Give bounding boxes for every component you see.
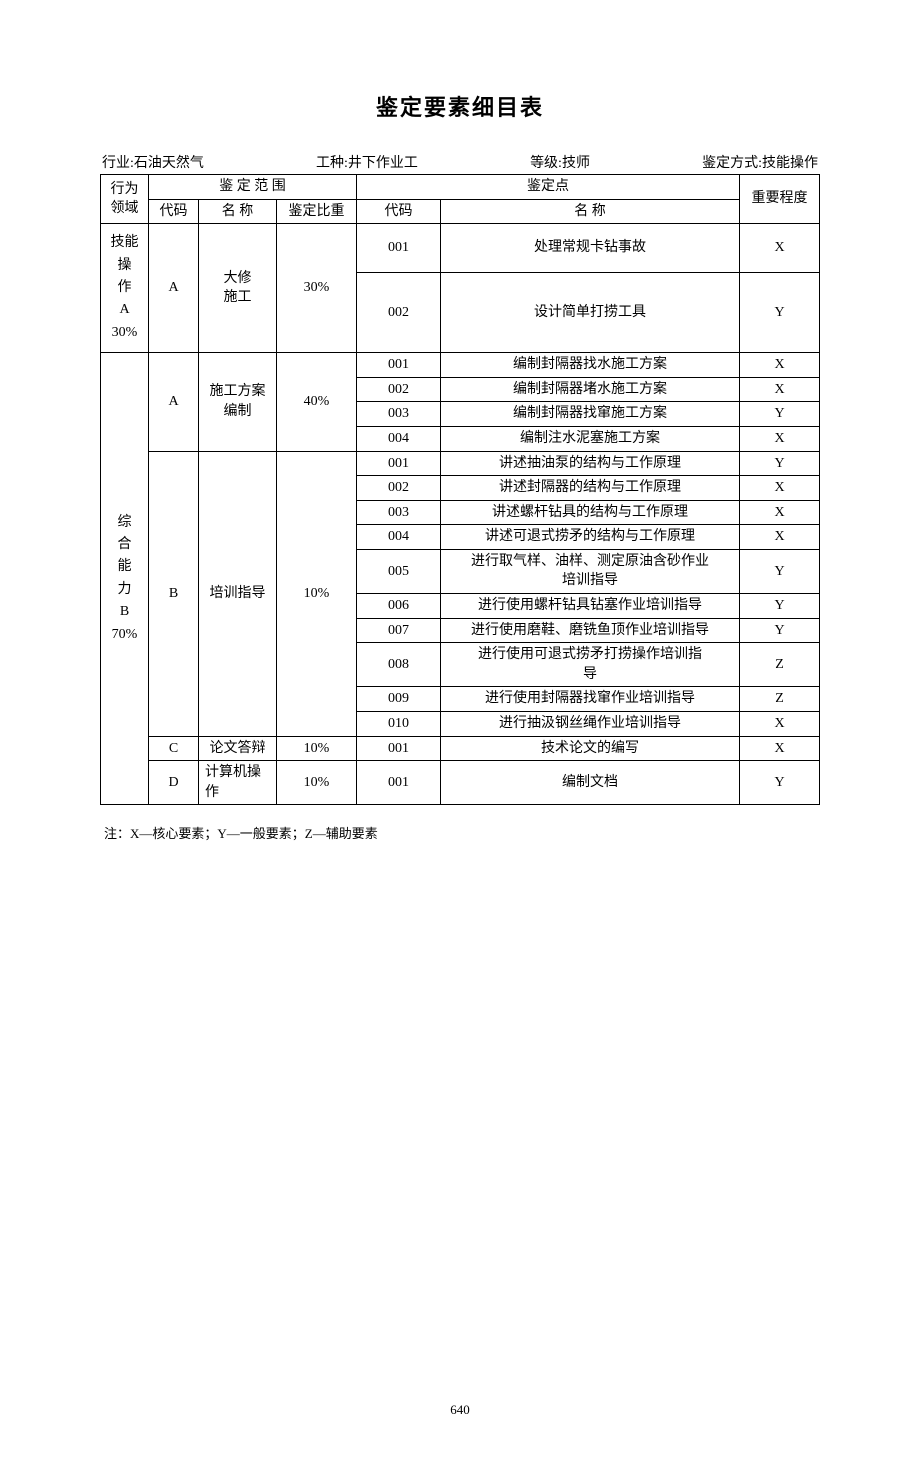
table-row: B 培训指导 10% 001 讲述抽油泵的结构与工作原理 Y bbox=[101, 451, 820, 476]
cell-priority: Y bbox=[740, 594, 820, 619]
cell-point-name: 讲述螺杆钻具的结构与工作原理 bbox=[441, 500, 740, 525]
cell-priority: Z bbox=[740, 687, 820, 712]
cell-domain-b: 综合能力B70% bbox=[101, 353, 149, 805]
cell-priority: X bbox=[740, 426, 820, 451]
cell-weight: 10% bbox=[277, 736, 357, 761]
header-priority: 重要程度 bbox=[740, 175, 820, 224]
cell-point-name: 编制封隔器找窜施工方案 bbox=[441, 402, 740, 427]
cell-code: C bbox=[149, 736, 199, 761]
cell-weight: 10% bbox=[277, 761, 357, 805]
cell-priority: Y bbox=[740, 402, 820, 427]
cell-point-name: 技术论文的编写 bbox=[441, 736, 740, 761]
cell-point-code: 003 bbox=[357, 402, 441, 427]
table-row: 技能操作A30% A 大修施工 30% 001 处理常规卡钻事故 X bbox=[101, 224, 820, 273]
meta-industry: 行业:石油天然气 bbox=[102, 152, 204, 172]
footnote: 注：X—核心要素；Y—一般要素；Z—辅助要素 bbox=[100, 823, 820, 842]
cell-priority: X bbox=[740, 525, 820, 550]
assessment-table: 行为领域 鉴 定 范 围 鉴定点 重要程度 代码 名 称 鉴定比重 代码 名 称… bbox=[100, 174, 820, 805]
cell-priority: Z bbox=[740, 643, 820, 687]
header-name: 名 称 bbox=[199, 199, 277, 224]
cell-point-code: 001 bbox=[357, 761, 441, 805]
cell-priority: X bbox=[740, 500, 820, 525]
cell-code: D bbox=[149, 761, 199, 805]
table-header-row-1: 行为领域 鉴 定 范 围 鉴定点 重要程度 bbox=[101, 175, 820, 200]
table-row: D 计算机操作 10% 001 编制文档 Y bbox=[101, 761, 820, 805]
cell-point-name: 进行使用螺杆钻具钻塞作业培训指导 bbox=[441, 594, 740, 619]
cell-name: 论文答辩 bbox=[199, 736, 277, 761]
header-point: 鉴定点 bbox=[357, 175, 740, 200]
cell-point-code: 001 bbox=[357, 224, 441, 273]
cell-point-code: 004 bbox=[357, 426, 441, 451]
meta-level: 等级:技师 bbox=[530, 152, 590, 172]
cell-priority: X bbox=[740, 736, 820, 761]
cell-point-code: 001 bbox=[357, 451, 441, 476]
meta-job: 工种:井下作业工 bbox=[316, 152, 418, 172]
page-number: 640 bbox=[100, 1402, 820, 1418]
cell-point-name: 设计简单打捞工具 bbox=[441, 272, 740, 352]
table-header-row-2: 代码 名 称 鉴定比重 代码 名 称 bbox=[101, 199, 820, 224]
header-point-name: 名 称 bbox=[441, 199, 740, 224]
cell-priority: X bbox=[740, 712, 820, 737]
cell-weight: 40% bbox=[277, 353, 357, 451]
meta-method: 鉴定方式:技能操作 bbox=[702, 152, 818, 172]
cell-priority: X bbox=[740, 224, 820, 273]
cell-point-name: 编制封隔器堵水施工方案 bbox=[441, 377, 740, 402]
cell-point-name: 编制注水泥塞施工方案 bbox=[441, 426, 740, 451]
cell-code: A bbox=[149, 353, 199, 451]
meta-row: 行业:石油天然气 工种:井下作业工 等级:技师 鉴定方式:技能操作 bbox=[100, 152, 820, 172]
cell-point-name: 进行取气样、油样、测定原油含砂作业培训指导 bbox=[441, 549, 740, 593]
cell-priority: Y bbox=[740, 549, 820, 593]
cell-point-code: 009 bbox=[357, 687, 441, 712]
cell-point-name: 处理常规卡钻事故 bbox=[441, 224, 740, 273]
table-row: C 论文答辩 10% 001 技术论文的编写 X bbox=[101, 736, 820, 761]
cell-point-name: 讲述抽油泵的结构与工作原理 bbox=[441, 451, 740, 476]
table-row: 综合能力B70% A 施工方案编制 40% 001 编制封隔器找水施工方案 X bbox=[101, 353, 820, 378]
cell-point-name: 进行使用可退式捞矛打捞操作培训指导 bbox=[441, 643, 740, 687]
cell-code: A bbox=[149, 224, 199, 353]
cell-point-code: 001 bbox=[357, 736, 441, 761]
cell-domain-a: 技能操作A30% bbox=[101, 224, 149, 353]
cell-name: 大修施工 bbox=[199, 224, 277, 353]
cell-point-name: 编制封隔器找水施工方案 bbox=[441, 353, 740, 378]
cell-priority: X bbox=[740, 353, 820, 378]
cell-weight: 30% bbox=[277, 224, 357, 353]
cell-priority: X bbox=[740, 476, 820, 501]
cell-point-name: 进行抽汲钢丝绳作业培训指导 bbox=[441, 712, 740, 737]
cell-priority: Y bbox=[740, 618, 820, 643]
cell-priority: Y bbox=[740, 272, 820, 352]
cell-point-name: 编制文档 bbox=[441, 761, 740, 805]
cell-point-code: 002 bbox=[357, 272, 441, 352]
cell-point-code: 001 bbox=[357, 353, 441, 378]
cell-point-code: 010 bbox=[357, 712, 441, 737]
cell-point-code: 005 bbox=[357, 549, 441, 593]
cell-code: B bbox=[149, 451, 199, 736]
cell-point-name: 讲述封隔器的结构与工作原理 bbox=[441, 476, 740, 501]
cell-priority: X bbox=[740, 377, 820, 402]
cell-weight: 10% bbox=[277, 451, 357, 736]
cell-point-code: 002 bbox=[357, 377, 441, 402]
cell-point-name: 进行使用封隔器找窜作业培训指导 bbox=[441, 687, 740, 712]
header-scope: 鉴 定 范 围 bbox=[149, 175, 357, 200]
header-point-code: 代码 bbox=[357, 199, 441, 224]
cell-point-code: 004 bbox=[357, 525, 441, 550]
cell-point-code: 008 bbox=[357, 643, 441, 687]
page-title: 鉴定要素细目表 bbox=[100, 90, 820, 122]
cell-name: 培训指导 bbox=[199, 451, 277, 736]
header-code: 代码 bbox=[149, 199, 199, 224]
cell-name: 计算机操作 bbox=[199, 761, 277, 805]
cell-priority: Y bbox=[740, 451, 820, 476]
cell-priority: Y bbox=[740, 761, 820, 805]
cell-point-name: 进行使用磨鞋、磨铣鱼顶作业培训指导 bbox=[441, 618, 740, 643]
cell-point-code: 003 bbox=[357, 500, 441, 525]
header-domain: 行为领域 bbox=[101, 175, 149, 224]
cell-point-name: 讲述可退式捞矛的结构与工作原理 bbox=[441, 525, 740, 550]
cell-point-code: 006 bbox=[357, 594, 441, 619]
cell-name: 施工方案编制 bbox=[199, 353, 277, 451]
cell-point-code: 007 bbox=[357, 618, 441, 643]
cell-point-code: 002 bbox=[357, 476, 441, 501]
header-weight: 鉴定比重 bbox=[277, 199, 357, 224]
